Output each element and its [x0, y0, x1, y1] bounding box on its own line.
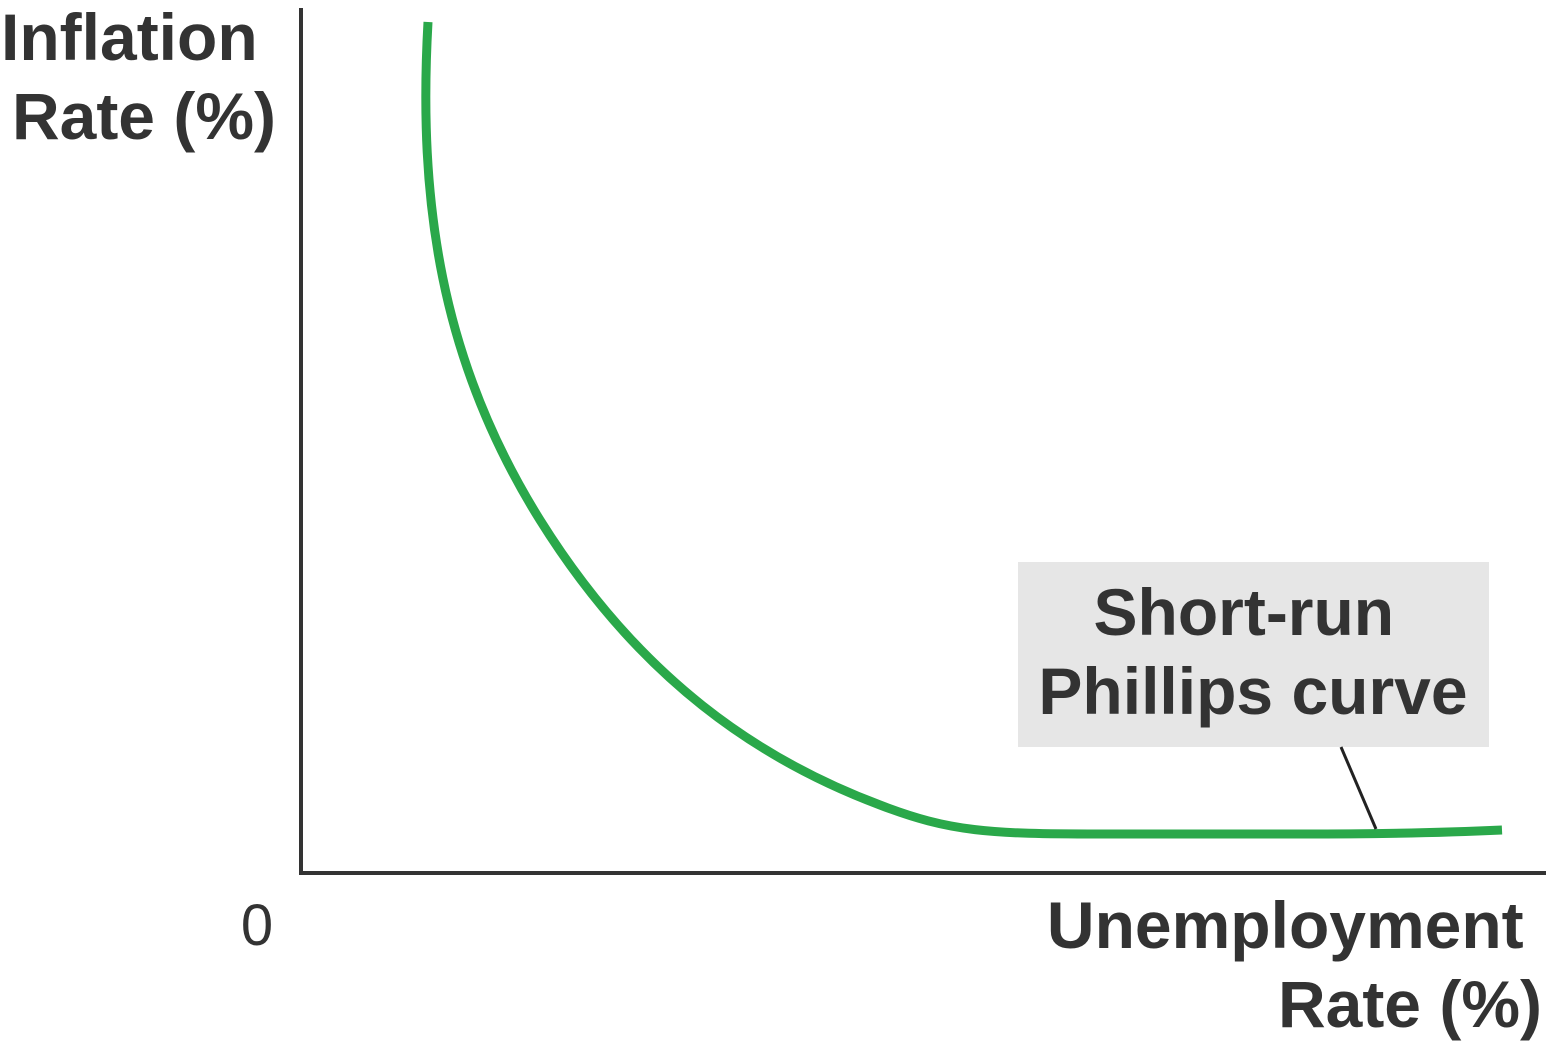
curve-label-line-2: Phillips curve [1038, 654, 1467, 728]
y-axis-label-line-2: Rate (%) [12, 79, 276, 153]
x-axis-label-line-2: Rate (%) [1278, 967, 1542, 1041]
curve-label-text: Short-run Phillips curve [1038, 575, 1467, 728]
y-axis-label: Inflation Rate (%) [1, 0, 276, 153]
curve-label-leader-line [1339, 746, 1378, 830]
curve-label-box [1018, 562, 1489, 747]
curve-label-line-1: Short-run [1094, 575, 1395, 649]
short-run-phillips-curve [421, 21, 1503, 839]
y-axis-label-line-1: Inflation [1, 0, 258, 74]
origin-label: 0 [241, 893, 273, 958]
x-axis-label-line-1: Unemployment [1047, 888, 1524, 962]
x-axis-label: Unemployment Rate (%) [1047, 888, 1542, 1041]
